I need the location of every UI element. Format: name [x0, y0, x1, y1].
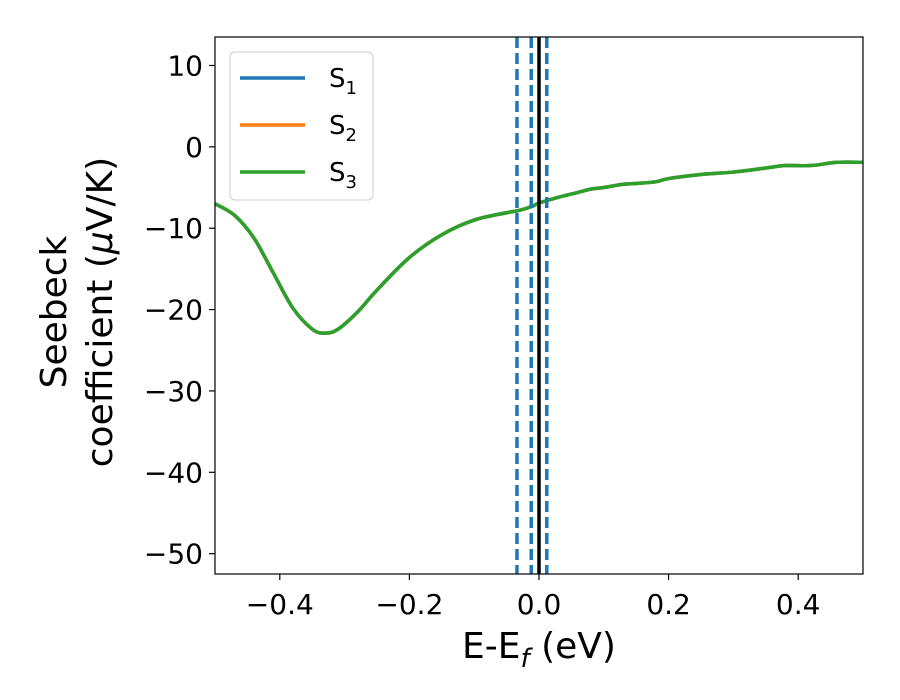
y-axis-label-line1: Seebeck [34, 235, 75, 388]
x-tick-label: 0.4 [776, 588, 821, 621]
y-axis-label-line2-prefix: coefficient ( [80, 254, 121, 467]
y-axis-label-line2: coefficient (μV/K) [80, 157, 121, 467]
x-axis-label-main: E-E [462, 626, 520, 667]
legend-items: S1 S2 S3 [240, 64, 357, 193]
y-ticks: 10 0 −10 −20 −30 −40 −50 [144, 49, 215, 571]
legend-label-s2: S2 [329, 111, 357, 146]
x-axis-label: E-Ef (eV) [462, 626, 616, 674]
y-axis-label: Seebeck [34, 235, 75, 388]
y-tick-label: 10 [167, 49, 203, 82]
y-tick-label: −30 [144, 375, 203, 408]
x-ticks: −0.4 −0.2 0.0 0.2 0.4 [246, 574, 821, 621]
legend-label-s1: S1 [329, 64, 357, 99]
series-line-s3 [214, 160, 864, 335]
y-tick-label: −10 [144, 212, 203, 245]
y-axis-label-mu: μ [80, 231, 121, 255]
x-axis-label-unit: (eV) [530, 626, 616, 667]
y-tick-label: 0 [185, 131, 203, 164]
y-axis-label-line2-suffix: V/K) [80, 157, 121, 231]
x-tick-label: −0.4 [246, 588, 314, 621]
x-tick-label: −0.2 [375, 588, 443, 621]
vertical-lines [515, 37, 549, 574]
x-tick-label: 0.0 [517, 588, 562, 621]
legend: S1 S2 S3 [229, 51, 374, 201]
series-layer [214, 160, 864, 335]
y-tick-label: −40 [144, 456, 203, 489]
x-tick-label: 0.2 [646, 588, 691, 621]
y-tick-label: −20 [144, 294, 203, 327]
y-tick-label: −50 [144, 538, 203, 571]
legend-label-s3: S3 [329, 158, 357, 193]
